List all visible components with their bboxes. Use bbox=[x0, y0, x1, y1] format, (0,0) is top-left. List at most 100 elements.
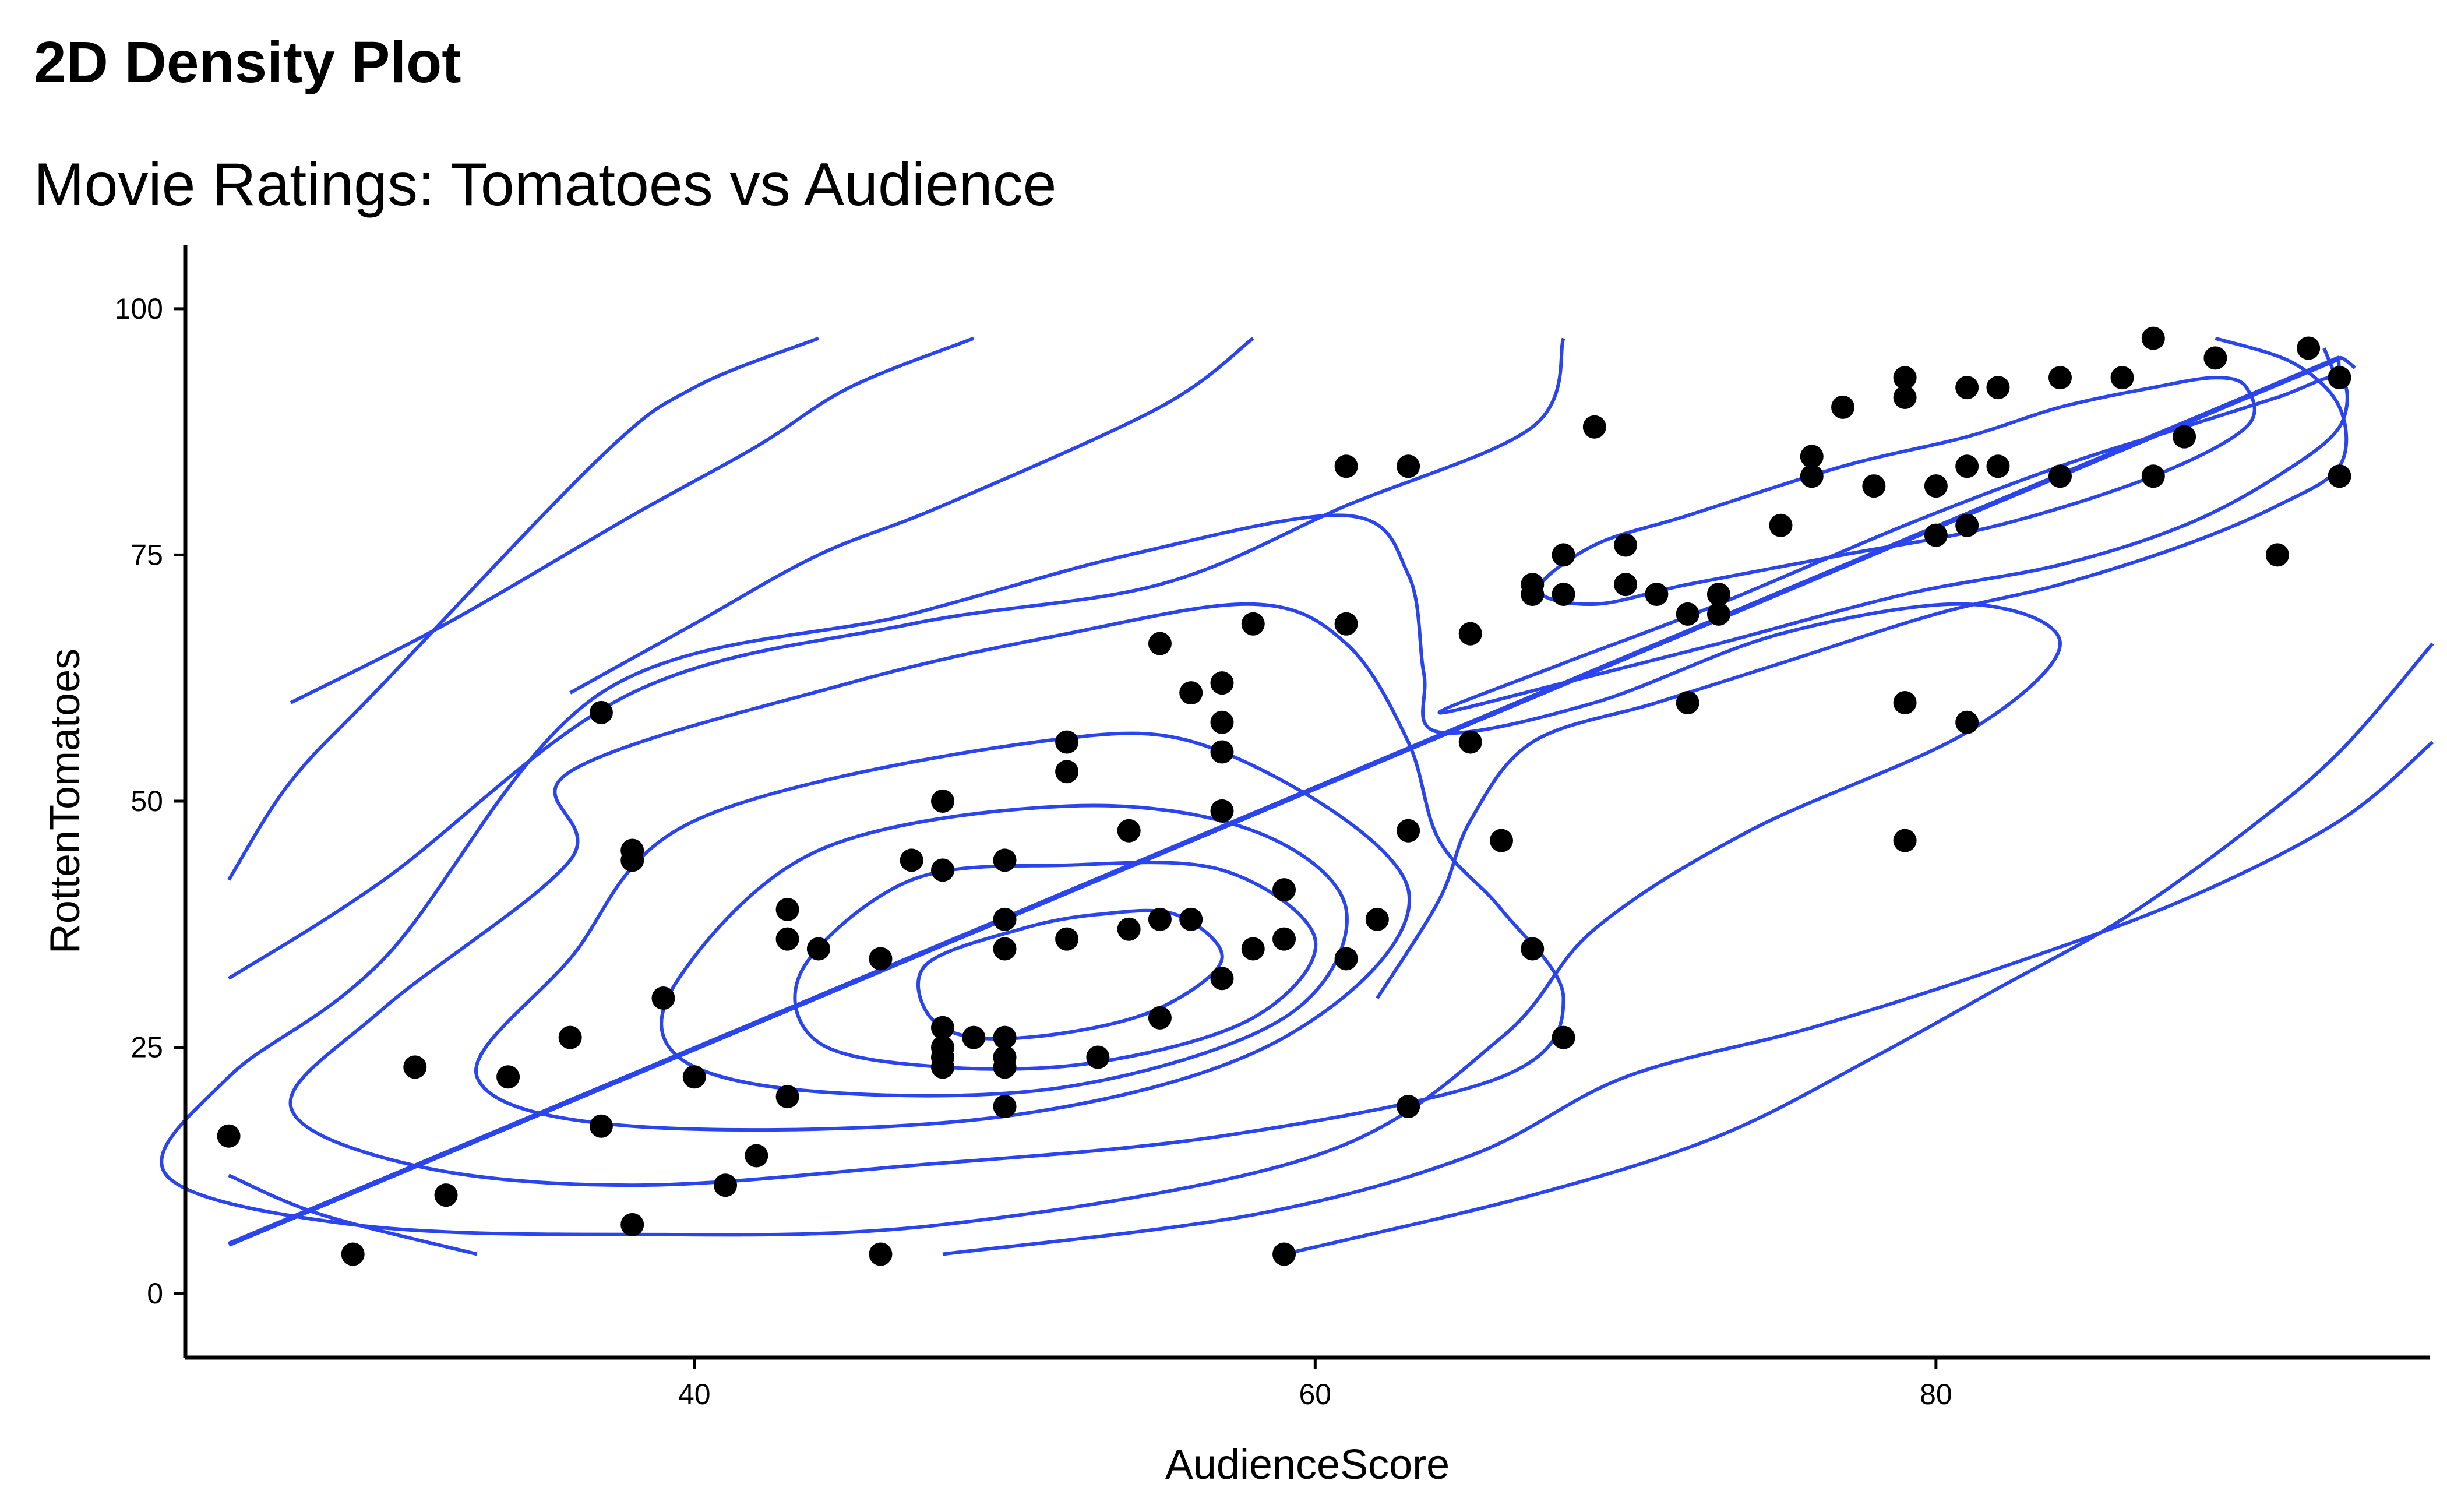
data-point bbox=[1272, 1242, 1296, 1266]
data-point bbox=[1769, 513, 1793, 537]
data-point bbox=[993, 1094, 1017, 1118]
data-point bbox=[1458, 622, 1482, 646]
data-point bbox=[1955, 376, 1979, 400]
data-point bbox=[1893, 385, 1917, 409]
data-point bbox=[1055, 927, 1079, 951]
data-point bbox=[745, 1144, 768, 1168]
data-point bbox=[589, 700, 613, 724]
data-point bbox=[1986, 376, 2010, 400]
density-contour-3 bbox=[660, 803, 1349, 1098]
data-point bbox=[714, 1173, 738, 1197]
data-point bbox=[1614, 533, 1638, 557]
data-point bbox=[869, 1242, 893, 1266]
data-point bbox=[1210, 671, 1234, 695]
data-point bbox=[2048, 464, 2072, 488]
data-point bbox=[993, 848, 1017, 872]
data-point bbox=[962, 1025, 986, 1049]
x-tick-label: 40 bbox=[678, 1378, 711, 1411]
density-contour-12 bbox=[942, 741, 2434, 1256]
density-contour-13 bbox=[1284, 642, 2434, 1256]
chart-title: 2D Density Plot bbox=[34, 30, 461, 95]
density-contour-4 bbox=[474, 731, 1411, 1132]
data-point bbox=[1986, 454, 2010, 478]
data-point bbox=[900, 848, 923, 872]
density-contour-1 bbox=[916, 908, 1224, 1041]
density-contour-8 bbox=[227, 336, 820, 881]
data-point bbox=[558, 1025, 582, 1049]
y-tick-label: 75 bbox=[131, 538, 163, 571]
y-tick-label: 25 bbox=[131, 1031, 163, 1064]
data-point bbox=[2297, 336, 2321, 360]
data-point bbox=[1893, 366, 1917, 390]
density-contour-9 bbox=[290, 336, 975, 704]
trend-line-layer bbox=[227, 355, 2341, 1247]
data-point bbox=[1397, 454, 1420, 478]
data-point bbox=[1676, 602, 1699, 626]
data-point bbox=[1614, 573, 1638, 597]
data-point bbox=[2141, 464, 2165, 488]
data-point bbox=[589, 1114, 613, 1138]
density-contour-6 bbox=[160, 513, 2062, 1237]
density-contour-16 bbox=[1376, 336, 2349, 999]
density-contour-14 bbox=[1536, 376, 2256, 607]
data-point bbox=[1489, 829, 1513, 852]
data-point bbox=[1117, 917, 1141, 941]
data-point bbox=[1955, 454, 1979, 478]
chart-subtitle: Movie Ratings: Tomatoes vs Audience bbox=[34, 151, 1057, 218]
data-point bbox=[620, 848, 644, 872]
data-point bbox=[1397, 819, 1420, 843]
data-point bbox=[1582, 415, 1606, 439]
data-point bbox=[1706, 602, 1730, 626]
data-point bbox=[2328, 366, 2351, 390]
data-point bbox=[651, 986, 675, 1010]
data-point bbox=[1800, 464, 1824, 488]
data-point bbox=[1645, 583, 1669, 607]
data-point bbox=[1955, 710, 1979, 734]
data-point bbox=[2173, 425, 2196, 449]
data-point bbox=[775, 1085, 799, 1109]
data-point bbox=[2203, 346, 2227, 370]
data-point bbox=[1241, 937, 1265, 961]
data-point bbox=[993, 1025, 1017, 1049]
data-point bbox=[1862, 474, 1886, 498]
data-point bbox=[1272, 878, 1296, 902]
data-point bbox=[930, 858, 954, 882]
data-point bbox=[2328, 464, 2351, 488]
data-point bbox=[1117, 819, 1141, 843]
data-point bbox=[993, 1055, 1017, 1079]
data-point bbox=[1086, 1045, 1110, 1069]
density-contour-10 bbox=[569, 337, 1254, 695]
data-point bbox=[341, 1242, 365, 1266]
y-tick-label: 0 bbox=[147, 1277, 163, 1310]
data-point bbox=[1924, 474, 1948, 498]
data-point bbox=[1676, 690, 1699, 714]
data-point bbox=[1521, 583, 1545, 607]
data-point bbox=[869, 947, 893, 971]
data-point bbox=[2141, 326, 2165, 350]
data-point bbox=[1706, 583, 1730, 607]
data-point bbox=[2110, 366, 2134, 390]
data-point bbox=[682, 1065, 706, 1089]
data-point bbox=[1334, 612, 1358, 636]
density-contour-15 bbox=[1437, 375, 2349, 715]
data-point bbox=[1893, 690, 1917, 714]
data-point bbox=[1055, 760, 1079, 784]
data-point bbox=[1272, 927, 1296, 951]
x-tick-label: 60 bbox=[1299, 1378, 1332, 1411]
data-point bbox=[1552, 583, 1575, 607]
data-point bbox=[1210, 799, 1234, 823]
data-point bbox=[1552, 1025, 1575, 1049]
x-tick-label: 80 bbox=[1920, 1378, 1952, 1411]
data-point bbox=[1148, 907, 1172, 931]
data-point bbox=[1334, 454, 1358, 478]
data-point bbox=[930, 1016, 954, 1039]
density-contours bbox=[160, 336, 2434, 1256]
data-point bbox=[1924, 523, 1948, 547]
data-point bbox=[1365, 907, 1389, 931]
data-point bbox=[1800, 445, 1824, 468]
data-point bbox=[1334, 947, 1358, 971]
y-axis-title: RottenTomatoes bbox=[42, 648, 89, 954]
data-point bbox=[993, 907, 1017, 931]
data-point bbox=[1955, 513, 1979, 537]
trend-line bbox=[227, 355, 2341, 1247]
